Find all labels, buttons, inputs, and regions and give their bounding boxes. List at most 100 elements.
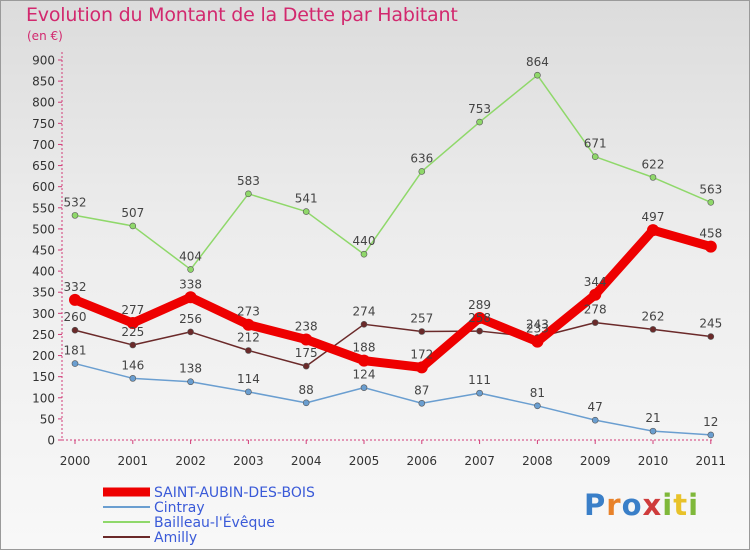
- series-line: [74, 321, 712, 367]
- data-label: 245: [699, 317, 722, 331]
- data-label: 563: [699, 182, 722, 196]
- x-tick-label: 2011: [696, 454, 727, 468]
- data-point: [534, 71, 541, 79]
- data-label: 138: [179, 362, 202, 376]
- data-label: 753: [468, 102, 491, 116]
- x-tick-label: 2010: [638, 454, 669, 468]
- data-label: 532: [64, 195, 87, 209]
- data-label: 273: [237, 305, 260, 319]
- data-label: 175: [295, 346, 318, 360]
- data-label: 256: [179, 312, 202, 326]
- y-tick-label: 700: [32, 138, 55, 152]
- x-tick-label: 2009: [580, 454, 611, 468]
- data-point: [242, 318, 255, 331]
- x-tick-label: 2007: [464, 454, 495, 468]
- data-point: [245, 388, 252, 396]
- data-label: 114: [237, 372, 260, 386]
- data-label: 332: [64, 280, 87, 294]
- data-label: 497: [642, 210, 665, 224]
- data-label: 172: [410, 347, 433, 361]
- data-point: [589, 288, 602, 301]
- data-label: 274: [353, 304, 376, 318]
- legend-label: Cintray: [154, 500, 205, 516]
- data-label: 81: [530, 386, 545, 400]
- data-point: [418, 328, 426, 335]
- data-point: [300, 333, 313, 346]
- legend-label: SAINT-AUBIN-DES-BOIS: [154, 485, 315, 501]
- x-tick-label: 2008: [522, 454, 553, 468]
- data-label: 260: [64, 310, 87, 324]
- data-label: 636: [410, 151, 433, 165]
- data-label: 233: [526, 322, 549, 336]
- data-point: [184, 291, 197, 304]
- legend-label: Amilly: [154, 530, 197, 546]
- data-label: 88: [299, 383, 314, 397]
- data-point: [531, 335, 544, 348]
- data-label: 21: [645, 411, 660, 425]
- data-label: 622: [642, 157, 665, 171]
- data-point: [245, 190, 252, 198]
- data-point: [129, 375, 137, 382]
- data-point: [71, 360, 79, 367]
- data-label: 181: [64, 344, 87, 358]
- data-labels-layer: 532 507 404 583 541 440 636 753 864 671 622 563 181 1…: [64, 55, 723, 429]
- data-label: 338: [179, 277, 202, 291]
- data-point: [647, 224, 659, 237]
- data-label: 257: [410, 311, 433, 325]
- y-tick-label: 500: [32, 222, 55, 236]
- data-point: [415, 361, 428, 374]
- data-label: 238: [295, 320, 318, 334]
- data-label: 12: [703, 415, 718, 429]
- data-point: [302, 399, 310, 407]
- data-label: 541: [295, 192, 318, 206]
- y-tick-label: 550: [32, 201, 55, 215]
- data-point: [534, 402, 541, 410]
- data-label: 262: [642, 309, 665, 323]
- data-label: 146: [121, 358, 144, 372]
- data-label: 278: [584, 303, 607, 317]
- x-tick-label: 2004: [291, 454, 322, 468]
- y-tick-label: 250: [32, 328, 55, 342]
- data-point: [591, 416, 599, 424]
- data-point: [591, 319, 599, 326]
- data-point: [591, 153, 599, 160]
- data-point: [71, 212, 79, 219]
- data-point: [707, 431, 715, 439]
- data-point: [649, 174, 657, 181]
- data-point: [649, 427, 657, 435]
- y-tick-label: 600: [32, 180, 55, 194]
- y-tick-label: 800: [32, 96, 55, 110]
- data-label: 188: [353, 341, 376, 355]
- data-label: 111: [468, 373, 491, 387]
- y-tick-label: 650: [32, 159, 55, 173]
- data-label: 225: [121, 325, 144, 339]
- x-tick-label: 2002: [175, 454, 206, 468]
- y-tick-label: 0: [47, 434, 55, 448]
- data-point: [476, 389, 483, 397]
- data-point: [245, 347, 252, 354]
- data-label: 583: [237, 174, 260, 188]
- y-tick-label: 300: [32, 307, 55, 321]
- data-point: [358, 354, 370, 367]
- data-point: [707, 198, 715, 206]
- data-label: 864: [526, 55, 549, 69]
- data-point: [129, 222, 137, 230]
- data-point: [187, 378, 194, 386]
- y-tick-label: 900: [32, 54, 55, 68]
- data-point: [69, 293, 81, 306]
- series-line: [74, 74, 712, 271]
- x-tick-label: 2006: [407, 454, 438, 468]
- data-point: [649, 326, 657, 333]
- legend-label: Bailleau-l'Évêque: [154, 514, 275, 531]
- chart-subtitle: (en €): [27, 29, 63, 43]
- x-tick-label: 2001: [118, 454, 149, 468]
- chart-axes: 0 50 100 150 200 250 300 350 400 450 500 550 600 650 7…: [32, 52, 726, 468]
- data-point: [302, 362, 310, 370]
- data-point: [360, 384, 368, 391]
- data-point: [187, 266, 194, 273]
- data-label: 47: [588, 400, 603, 414]
- data-label: 458: [699, 227, 722, 241]
- data-point: [704, 240, 717, 253]
